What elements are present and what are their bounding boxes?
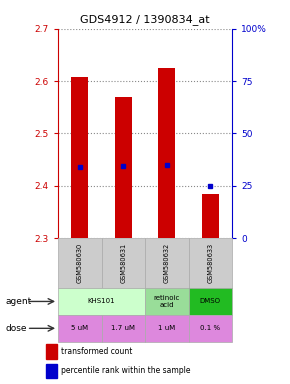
- Bar: [158, 68, 175, 238]
- Bar: [145, 315, 188, 342]
- Bar: [102, 238, 145, 288]
- Bar: [46, 364, 57, 378]
- Bar: [188, 288, 232, 315]
- Bar: [58, 315, 102, 342]
- Text: GSM580630: GSM580630: [77, 243, 83, 283]
- Text: DMSO: DMSO: [200, 298, 221, 305]
- Text: 5 uM: 5 uM: [71, 325, 88, 331]
- Text: percentile rank within the sample: percentile rank within the sample: [61, 366, 190, 376]
- Text: KHS101: KHS101: [88, 298, 115, 305]
- Bar: [202, 194, 219, 238]
- Bar: [58, 288, 145, 315]
- Bar: [188, 315, 232, 342]
- Bar: [145, 238, 188, 288]
- Text: GSM580632: GSM580632: [164, 243, 170, 283]
- Text: 0.1 %: 0.1 %: [200, 325, 220, 331]
- Bar: [115, 97, 131, 238]
- Text: transformed count: transformed count: [61, 347, 132, 356]
- Text: 1.7 uM: 1.7 uM: [111, 325, 135, 331]
- Text: retinoic
acid: retinoic acid: [154, 295, 180, 308]
- Text: GSM580633: GSM580633: [207, 243, 213, 283]
- Bar: [58, 238, 102, 288]
- Bar: [46, 344, 57, 359]
- Text: GSM580631: GSM580631: [120, 243, 126, 283]
- Text: dose: dose: [6, 324, 27, 333]
- Bar: [102, 315, 145, 342]
- Text: GDS4912 / 1390834_at: GDS4912 / 1390834_at: [80, 14, 210, 25]
- Text: 1 uM: 1 uM: [158, 325, 175, 331]
- Bar: [188, 238, 232, 288]
- Text: agent: agent: [6, 297, 32, 306]
- Bar: [71, 78, 88, 238]
- Bar: [145, 288, 188, 315]
